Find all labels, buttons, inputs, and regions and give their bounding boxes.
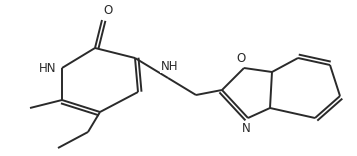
Text: O: O [236,51,246,64]
Text: NH: NH [161,59,179,73]
Text: N: N [242,122,250,134]
Text: HN: HN [39,61,57,75]
Text: O: O [104,3,112,17]
